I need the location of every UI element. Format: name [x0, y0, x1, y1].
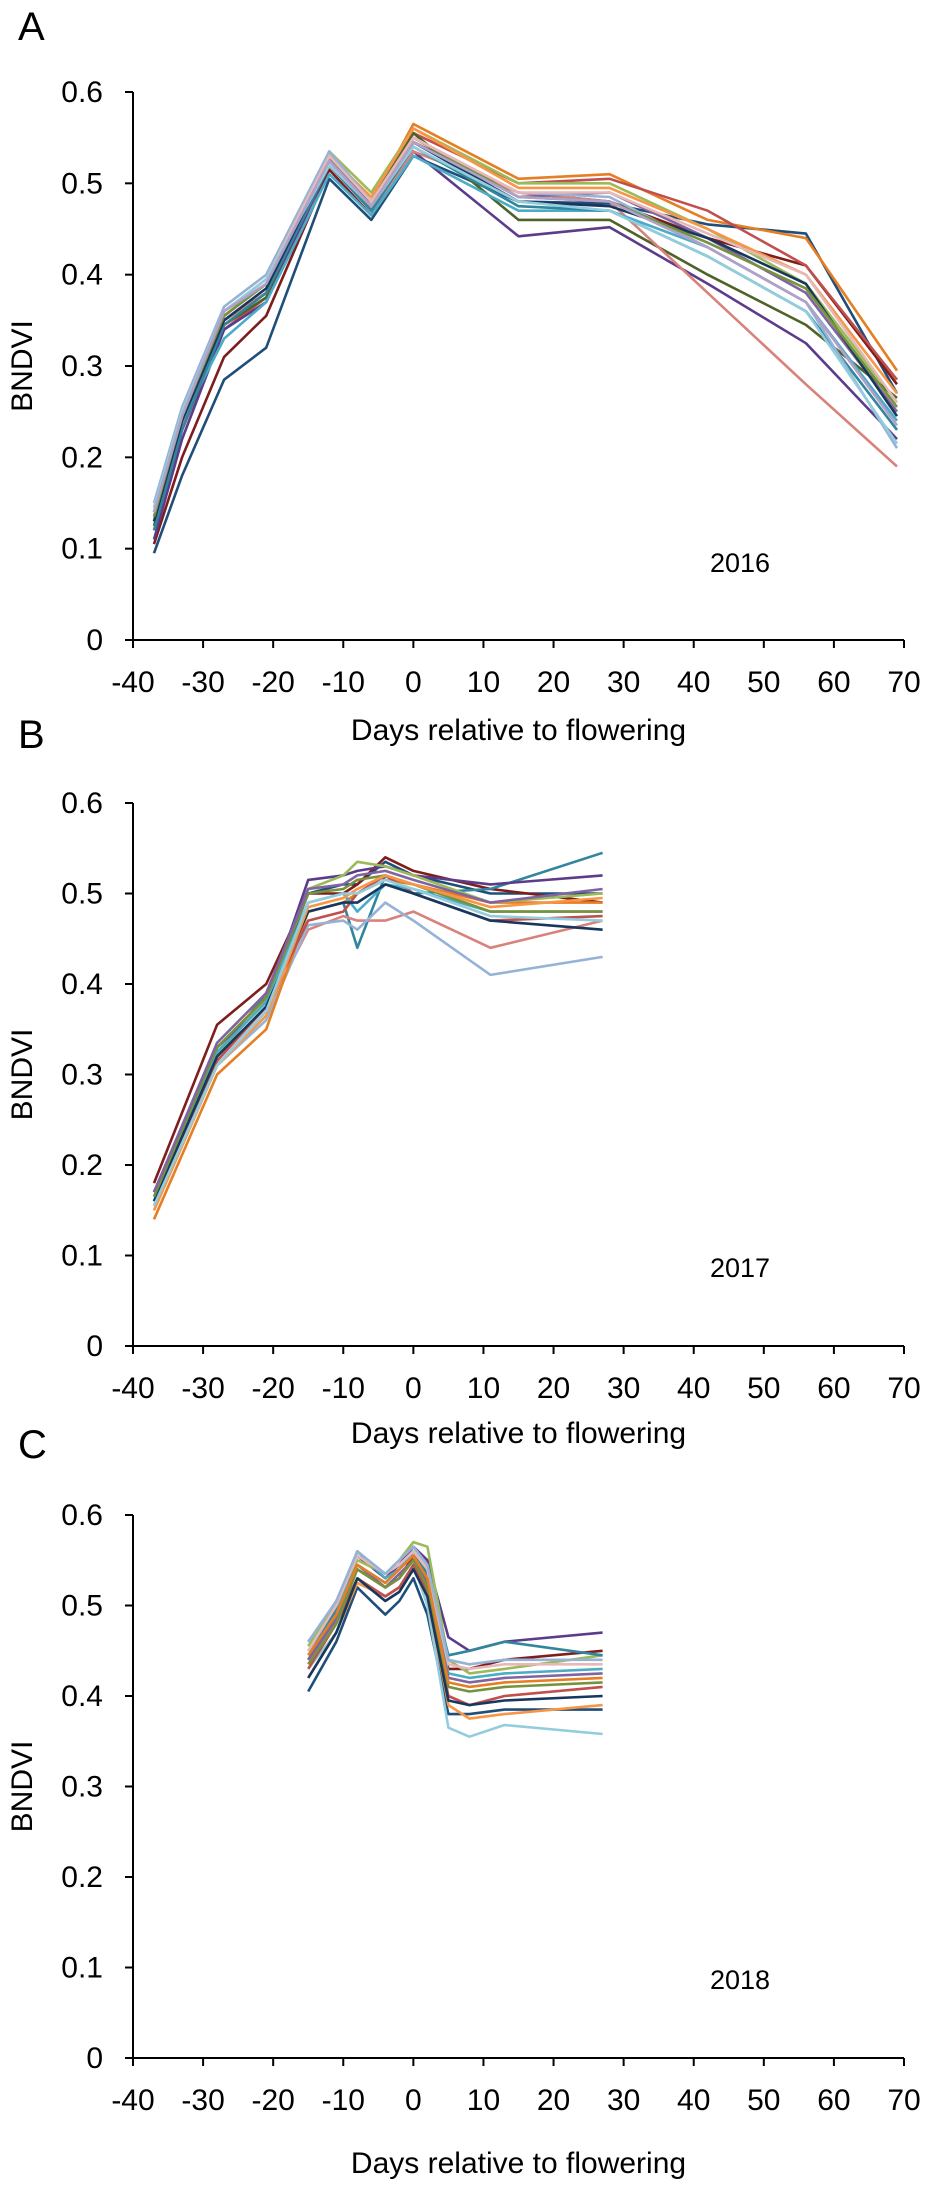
- x-tick-label: -20: [252, 666, 295, 699]
- x-tick-label: -20: [252, 1372, 295, 1405]
- series-line: [307, 1545, 603, 1666]
- y-tick-label: 0.6: [61, 76, 103, 109]
- year-annotation: 2016: [710, 548, 770, 578]
- series-line: [307, 1554, 603, 1689]
- y-tick-label: 0.4: [61, 968, 103, 1001]
- chart-panel-c: C 0 0.1 0.2 0.3 0.4 0.5 0.6 -40 -30 -20 -10 0 10 20 30 4…: [6, 1423, 921, 2180]
- x-tick-label: -10: [322, 1372, 365, 1405]
- x-tick-label: -40: [111, 2084, 154, 2117]
- panel-c: C 0 0.1 0.2 0.3 0.4 0.5 0.6 -40 -30 -20 -10 0 10 20 30 4…: [0, 1420, 933, 2194]
- x-tick-label: 20: [537, 2084, 570, 2117]
- x-tick-label: 0: [405, 1372, 422, 1405]
- y-tick-label: 0.2: [61, 441, 103, 474]
- x-tick-label: 10: [467, 1372, 500, 1405]
- y-axis-title: BNDVI: [6, 1741, 39, 1833]
- series-line: [307, 1549, 603, 1671]
- x-tick-label: 50: [747, 2084, 780, 2117]
- x-tick-label: 30: [607, 666, 640, 699]
- x-tick-label: 60: [817, 2084, 850, 2117]
- x-tick-label: -30: [181, 2084, 224, 2117]
- series-line: [152, 874, 603, 1198]
- x-axis-title: Days relative to flowering: [351, 714, 686, 747]
- x-axis-title: Days relative to flowering: [351, 1417, 686, 1450]
- x-tick-label: 40: [677, 666, 710, 699]
- y-tick-label: 0.6: [61, 1499, 103, 1532]
- series-line: [152, 883, 603, 1202]
- y-tick-label: 0: [86, 2042, 103, 2075]
- panel-b: B 0 0.1 0.2 0.3 0.4 0.5 0.6 -40 -30 -20 -10 0 10 20 30 4…: [0, 710, 933, 1470]
- y-tick-label: 0: [86, 624, 103, 657]
- series-line: [152, 154, 899, 554]
- y-tick-label: 0: [86, 1330, 103, 1363]
- y-tick-label: 0.4: [61, 259, 103, 292]
- x-tick-label: -40: [111, 666, 154, 699]
- y-axis-title: BNDVI: [6, 1029, 39, 1121]
- x-tick-label: 50: [747, 666, 780, 699]
- y-tick-label: 0.6: [61, 787, 103, 820]
- chart-panel-b: B 0 0.1 0.2 0.3 0.4 0.5 0.6 -40 -30 -20 -10 0 10 20 30 4…: [6, 713, 921, 1450]
- x-tick-label: 0: [405, 666, 422, 699]
- y-tick-label: 0.3: [61, 1059, 103, 1092]
- series-line: [307, 1568, 603, 1707]
- y-tick-label: 0.1: [61, 1240, 103, 1273]
- x-tick-label: 70: [887, 666, 920, 699]
- series-line: [152, 878, 603, 1220]
- x-tick-label: -30: [181, 666, 224, 699]
- y-tick-label: 0.4: [61, 1680, 103, 1713]
- x-tick-label: -10: [322, 666, 365, 699]
- x-tick-label: 70: [887, 2084, 920, 2117]
- x-tick-label: -40: [111, 1372, 154, 1405]
- x-tick-label: 30: [607, 2084, 640, 2117]
- y-tick-label: 0.5: [61, 878, 103, 911]
- x-tick-label: 10: [467, 2084, 500, 2117]
- y-tick-label: 0.5: [61, 167, 103, 200]
- x-tick-label: 10: [467, 666, 500, 699]
- panel-letter: A: [18, 5, 45, 49]
- y-tick-label: 0.5: [61, 1590, 103, 1623]
- y-tick-label: 0.3: [61, 1771, 103, 1804]
- year-annotation: 2018: [710, 1965, 770, 1995]
- series-line: [152, 140, 899, 513]
- chart-panel-a: A 0 0.1 0.2 0.3 0.4 0.5 0.6 -40 -30 -20 -10 0 10 20 30 4…: [6, 5, 921, 747]
- y-tick-label: 0.2: [61, 1861, 103, 1894]
- x-tick-label: 20: [537, 1372, 570, 1405]
- x-tick-label: 60: [817, 666, 850, 699]
- x-tick-label: 20: [537, 666, 570, 699]
- series-line: [152, 856, 603, 1184]
- series-line: [152, 878, 603, 1207]
- series-line: [152, 901, 603, 1202]
- series-line: [307, 1577, 603, 1716]
- x-tick-label: 50: [747, 1372, 780, 1405]
- x-tick-label: 70: [887, 1372, 920, 1405]
- series-line: [307, 1558, 603, 1693]
- series-line: [152, 865, 603, 1193]
- panel-letter: C: [18, 1423, 47, 1467]
- x-tick-label: -10: [322, 2084, 365, 2117]
- y-tick-label: 0.3: [61, 350, 103, 383]
- panel-letter: B: [18, 713, 45, 757]
- x-tick-label: 60: [817, 1372, 850, 1405]
- x-axis-title: Days relative to flowering: [351, 2147, 686, 2180]
- x-tick-label: -20: [252, 2084, 295, 2117]
- year-annotation: 2017: [710, 1253, 770, 1283]
- y-tick-label: 0.1: [61, 533, 103, 566]
- x-tick-label: 40: [677, 1372, 710, 1405]
- x-tick-label: 30: [607, 1372, 640, 1405]
- series-line: [152, 869, 603, 1193]
- y-tick-label: 0.1: [61, 1952, 103, 1985]
- series-line: [152, 145, 899, 531]
- x-tick-label: -30: [181, 1372, 224, 1405]
- panel-a: A 0 0.1 0.2 0.3 0.4 0.5 0.6 -40 -30 -20 -10 0 10 20 30 4…: [0, 0, 933, 760]
- x-tick-label: 40: [677, 2084, 710, 2117]
- y-axis-title: BNDVI: [6, 320, 39, 412]
- series-line: [152, 883, 603, 1198]
- series-line: [152, 136, 899, 518]
- series-line: [152, 154, 899, 518]
- y-tick-label: 0.2: [61, 1149, 103, 1182]
- x-tick-label: 0: [405, 2084, 422, 2117]
